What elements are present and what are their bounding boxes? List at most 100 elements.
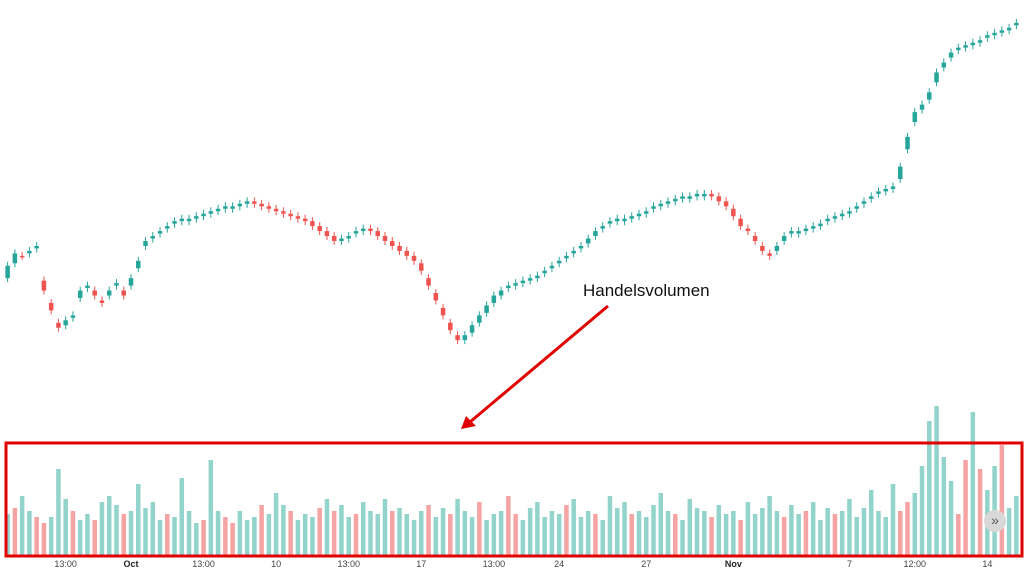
volume-bar [803,511,809,556]
candle-body [622,218,627,222]
volume-bar [607,496,613,556]
x-tick-label: 13:00 [483,559,506,568]
volume-bar [854,517,859,556]
candle-body [41,280,47,291]
volume-bar [186,511,192,556]
candle-body [948,52,954,58]
volume-bar [179,478,185,556]
volume-bar [665,511,671,556]
volume-bar [912,493,918,556]
candle-body [295,216,301,219]
volume-bar [1014,496,1019,556]
volume-bar [295,520,301,556]
volume-bar [716,505,722,556]
candle-body [868,196,874,199]
volume-bar [622,502,627,556]
volume-bar [208,460,214,556]
volume-bar [600,520,605,556]
candle-body [48,302,54,311]
candle-body [527,278,533,281]
candle-body [157,231,163,234]
volume-bar [440,508,446,556]
volume-bar [448,514,453,556]
volume-bar [542,517,547,556]
volume-bar [143,508,148,556]
candle-body [847,211,852,214]
candle-body [999,30,1005,33]
candle-body [665,201,671,204]
volume-bar [41,523,47,556]
volume-bar [644,517,649,556]
candle-body [876,191,881,194]
candle-body [346,236,351,239]
candle-body [310,221,315,227]
candle-body [839,213,845,217]
volume-bar [767,496,772,556]
volume-bar [252,517,257,556]
volume-bar [658,493,664,556]
volume-annotation-label: Handelsvolumen [583,281,710,300]
candle-body [731,208,736,217]
volume-bar [832,514,838,556]
volume-bar [128,511,134,556]
candle-body [469,325,475,333]
scroll-to-realtime-button[interactable]: » [984,510,1006,532]
volume-bar [680,520,685,556]
candle-body [455,335,460,341]
volume-bar [977,469,983,556]
volume-bar [999,445,1005,556]
candle-body [585,238,591,244]
candle-body [360,228,366,232]
candle-body [818,223,823,227]
candle-body [19,255,25,258]
volume-bar [876,511,881,556]
candle-body [477,315,482,323]
candle-body [738,218,743,227]
volume-bar [375,514,380,556]
candle-body [5,265,10,279]
candle-body [861,201,867,204]
annotation-arrow [461,304,609,429]
candle-body [324,231,330,237]
volume-bar [963,460,968,556]
volume-bar [411,520,417,556]
volume-bar [673,514,678,556]
volume-bar [157,520,163,556]
volume-bar [237,511,243,556]
volume-bar [752,514,758,556]
volume-bar [890,484,896,556]
candle-body [237,203,243,207]
candle-body [114,283,119,286]
candle-body [179,218,185,222]
candle-body [34,245,39,249]
candle-body [92,290,97,296]
candle-body [760,245,765,251]
volume-bar [397,508,402,556]
candle-body [266,206,272,209]
candle-body [382,236,388,241]
volume-bar [462,511,468,556]
candle-body [353,231,359,234]
volume-bar [694,508,700,556]
volume-bar [194,523,199,556]
x-tick-label: 24 [554,559,564,568]
candle-body [375,231,380,237]
candle-body [77,290,83,298]
volume-bar [19,496,25,556]
volume-bar [956,514,961,556]
volume-bar [593,514,598,556]
volume-bar [941,457,947,556]
volume-bar [382,499,388,556]
volume-bar [796,514,801,556]
volume-bar [48,517,54,556]
candle-body [593,231,598,237]
volume-bar [63,499,68,556]
volume-bar [34,517,39,556]
volume-bar [861,508,867,556]
volume-bar [302,514,308,556]
volume-bar [259,505,264,556]
candle-body [789,231,794,234]
volume-bar [310,517,315,556]
candle-body [702,193,707,197]
